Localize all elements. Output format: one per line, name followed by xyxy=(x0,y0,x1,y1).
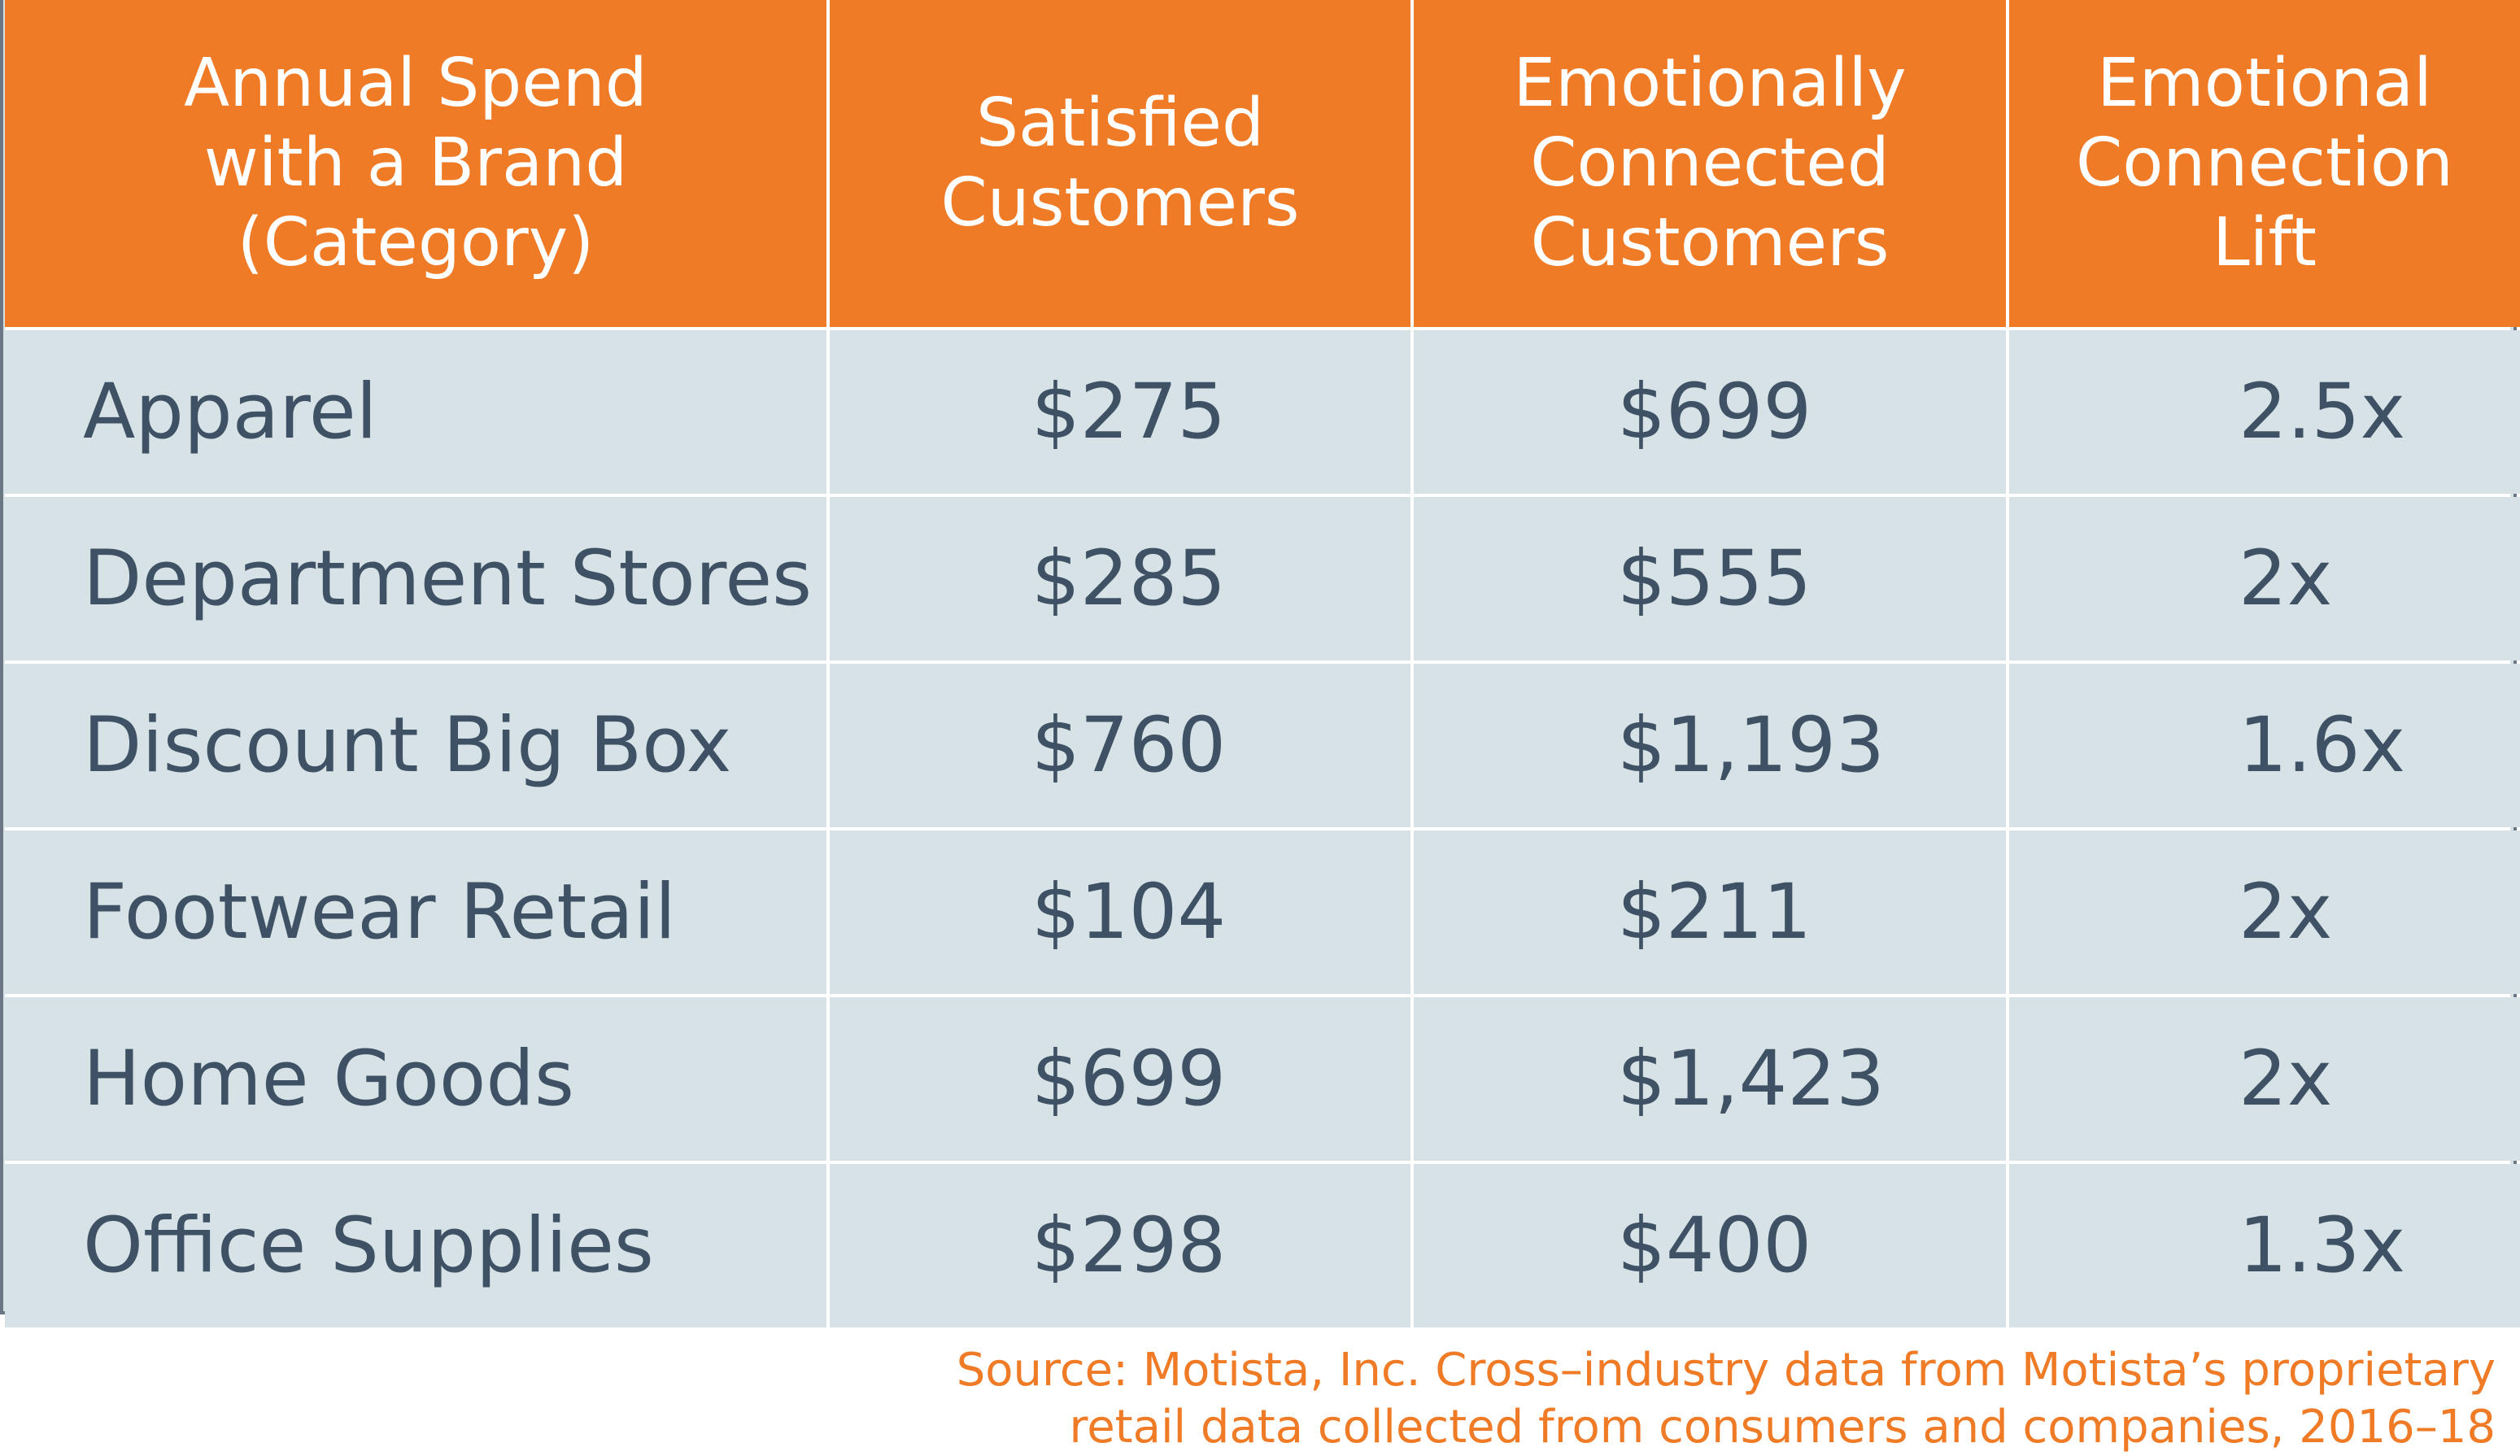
cell-emotionally-connected: $400 xyxy=(1414,1164,2006,1327)
header-category: Annual Spend with a Brand (Category) xyxy=(5,0,826,327)
cell-category: Discount Big Box xyxy=(5,664,826,827)
header-emotionally-connected: Emotionally Connected Customers xyxy=(1414,0,2006,327)
cell-satisfied: $760 xyxy=(830,664,1410,827)
cell-emotionally-connected: $699 xyxy=(1414,330,2006,494)
cell-lift: 2x xyxy=(2009,997,2520,1161)
spend-table: Annual Spend with a Brand (Category) Sat… xyxy=(5,0,2520,1327)
cell-satisfied: $104 xyxy=(830,830,1410,994)
source-line-1: Source: Motista, Inc. Cross–industry dat… xyxy=(956,1344,2496,1397)
cell-emotionally-connected: $211 xyxy=(1414,830,2006,994)
cell-category: Home Goods xyxy=(5,997,826,1161)
cell-lift: 2x xyxy=(2009,497,2520,660)
cell-satisfied: $298 xyxy=(830,1164,1410,1327)
cell-emotionally-connected: $1,423 xyxy=(1414,997,2006,1161)
cell-lift: 1.6x xyxy=(2009,664,2520,827)
cell-category: Department Stores xyxy=(5,497,826,660)
cell-satisfied: $285 xyxy=(830,497,1410,660)
cell-emotionally-connected: $555 xyxy=(1414,497,2006,660)
cell-category: Office Supplies xyxy=(5,1164,826,1327)
cell-satisfied: $275 xyxy=(830,330,1410,494)
cell-category: Apparel xyxy=(5,330,826,494)
cell-emotionally-connected: $1,193 xyxy=(1414,664,2006,827)
source-line-2: retail data collected from consumers and… xyxy=(1069,1401,2496,1454)
source-note: Source: Motista, Inc. Cross–industry dat… xyxy=(706,1342,2496,1456)
cell-category: Footwear Retail xyxy=(5,830,826,994)
header-satisfied: Satisfied Customers xyxy=(830,0,1410,327)
cell-lift: 1.3x xyxy=(2009,1164,2520,1327)
cell-lift: 2.5x xyxy=(2009,330,2520,494)
cell-satisfied: $699 xyxy=(830,997,1410,1161)
header-lift: Emotional Connection Lift xyxy=(2009,0,2520,327)
cell-lift: 2x xyxy=(2009,830,2520,994)
